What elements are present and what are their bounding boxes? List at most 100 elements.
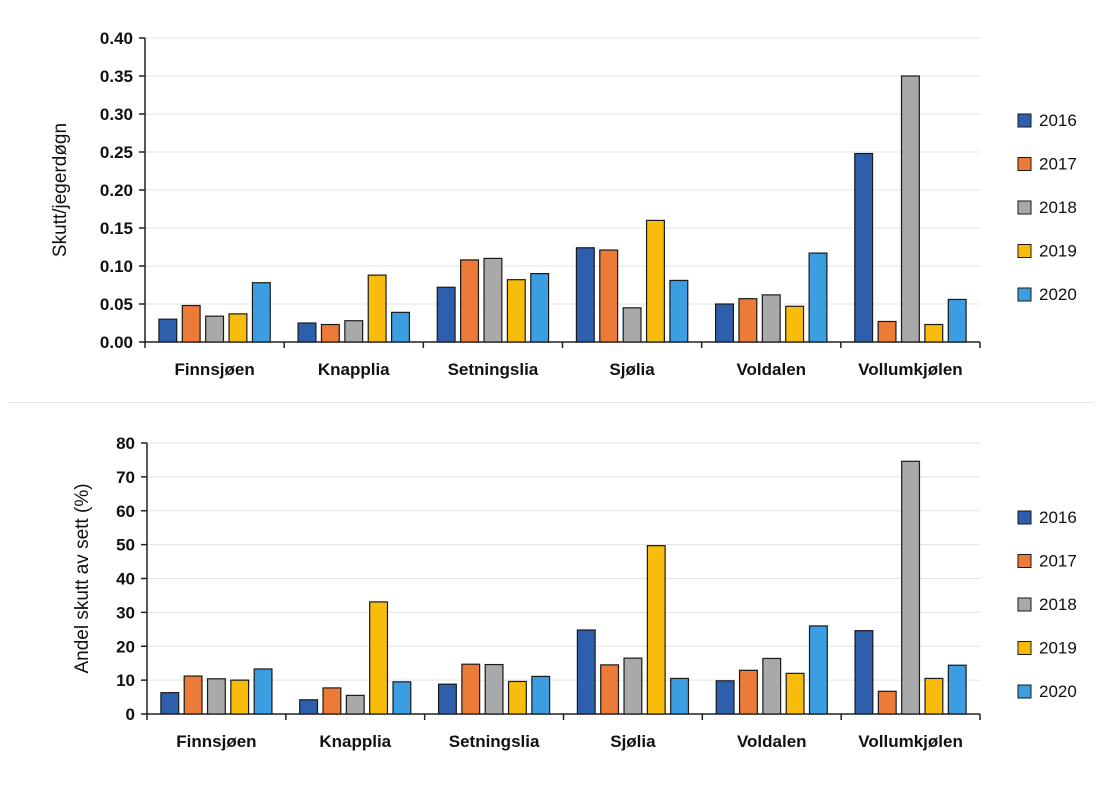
category-label: Sjølia	[609, 360, 655, 379]
y-tick-label: 40	[116, 570, 135, 589]
category-label: Setningslia	[449, 732, 540, 751]
bar-2020-Finnsjøen	[253, 668, 273, 715]
bar-2018-Vollumkjølen	[901, 460, 921, 715]
bar-2020-Voldalen	[808, 252, 828, 343]
y-axis-label: Skutt/jegerdøgn	[50, 123, 71, 257]
bar-2019-Knapplia	[367, 274, 387, 343]
bar-2017-Setningslia	[461, 663, 481, 715]
legend-label-2018: 2018	[1039, 595, 1077, 614]
bar-2020-Knapplia	[391, 311, 411, 343]
legend-swatch-2019	[1017, 641, 1032, 655]
bar-2016-Vollumkjølen	[854, 152, 874, 343]
bar-2017-Voldalen	[738, 669, 758, 715]
bar-2016-Knapplia	[297, 322, 317, 343]
legend-swatch-2016	[1017, 113, 1032, 128]
panel-divider	[8, 402, 1093, 403]
y-tick-label: 0.05	[100, 295, 133, 314]
category-label: Voldalen	[737, 732, 807, 751]
bar-2018-Voldalen	[762, 657, 782, 715]
bar-2020-Knapplia	[392, 681, 412, 715]
category-label: Vollumkjølen	[858, 732, 963, 751]
y-tick-label: 70	[116, 468, 135, 487]
legend-label-2018: 2018	[1039, 198, 1077, 217]
legend-swatch-2017	[1017, 157, 1032, 171]
y-tick-label: 10	[116, 671, 135, 690]
category-label: Voldalen	[736, 360, 806, 379]
y-tick-label: 0.15	[100, 219, 133, 238]
category-label: Knapplia	[318, 360, 390, 379]
bar-2018-Setningslia	[484, 663, 504, 715]
y-axis-label: Andel skutt av sett (%)	[72, 483, 93, 673]
bar-2018-Knapplia	[344, 320, 364, 343]
bar-2019-Finnsjøen	[228, 313, 248, 343]
bar-2017-Vollumkjølen	[877, 690, 897, 715]
bar-2018-Voldalen	[761, 294, 781, 343]
bar-2018-Sjølia	[623, 657, 643, 715]
bar-2017-Sjølia	[599, 249, 619, 343]
category-label: Finnsjøen	[174, 360, 254, 379]
bar-2018-Finnsjøen	[205, 315, 225, 343]
category-label: Finnsjøen	[176, 732, 256, 751]
legend-label-2017: 2017	[1039, 155, 1077, 174]
bar-2019-Setningslia	[507, 680, 527, 715]
chart-top: 0.00 0.05 0.10 0.15 0.20 0.25 0.30 0.35 0.40 Skut…	[50, 29, 1077, 379]
bar-2019-Sjølia	[646, 545, 666, 715]
y-tick-label: 0	[126, 705, 135, 724]
chart-panel-bottom: 0 10 20 30 40 50 60 70 80 Andel skutt av sett (%)…	[0, 405, 1097, 790]
y-tick-label: 30	[116, 603, 135, 622]
bar-2016-Sjølia	[575, 247, 595, 343]
bar-2016-Voldalen	[714, 303, 734, 343]
bar-2020-Vollumkjølen	[947, 298, 967, 343]
category-label: Knapplia	[319, 732, 391, 751]
bar-2017-Knapplia	[320, 323, 340, 343]
legend-label-2020: 2020	[1039, 682, 1077, 701]
bar-2016-Setningslia	[436, 286, 456, 343]
bar-2017-Knapplia	[322, 687, 342, 715]
legend-label-2019: 2019	[1039, 242, 1077, 261]
bar-2019-Sjølia	[645, 219, 665, 343]
bar-2017-Finnsjøen	[181, 304, 201, 343]
category-label: Setningslia	[448, 360, 539, 379]
bar-2020-Finnsjøen	[251, 282, 271, 343]
bar-2019-Voldalen	[785, 305, 805, 343]
bar-2016-Sjølia	[576, 629, 596, 715]
y-tick-label: 0.00	[100, 333, 133, 352]
bar-2016-Finnsjøen	[158, 318, 178, 343]
category-label: Vollumkjølen	[858, 360, 963, 379]
bar-2016-Vollumkjølen	[854, 630, 874, 715]
bar-2019-Setningslia	[506, 279, 526, 343]
bar-2016-Knapplia	[299, 699, 319, 715]
legend-label-2019: 2019	[1039, 639, 1077, 658]
legend-label-2020: 2020	[1039, 285, 1077, 304]
y-tick-label: 0.40	[100, 29, 133, 48]
bar-2020-Setningslia	[530, 273, 550, 343]
y-tick-label: 0.10	[100, 257, 133, 276]
bar-2020-Sjølia	[670, 677, 690, 715]
legend-label-2017: 2017	[1039, 552, 1077, 571]
bar-2018-Vollumkjølen	[900, 75, 920, 343]
y-tick-label: 0.30	[100, 105, 133, 124]
bar-2020-Sjølia	[669, 279, 689, 343]
bar-2019-Knapplia	[369, 601, 389, 715]
y-tick-label: 80	[116, 434, 135, 453]
legend-swatch-2020	[1017, 684, 1032, 699]
y-tick-label: 60	[116, 502, 135, 521]
bar-2020-Vollumkjølen	[947, 664, 967, 715]
chart-bottom: 0 10 20 30 40 50 60 70 80 Andel skutt av sett (%)…	[72, 434, 1077, 751]
bar-2018-Finnsjøen	[206, 678, 226, 715]
bar-2017-Vollumkjølen	[877, 320, 897, 343]
y-tick-label: 50	[116, 536, 135, 555]
y-tick-label: 0.20	[100, 181, 133, 200]
legend-label-2016: 2016	[1039, 508, 1077, 527]
legend-swatch-2019	[1017, 244, 1032, 258]
bar-2019-Vollumkjølen	[924, 323, 944, 343]
bar-2018-Sjølia	[622, 307, 642, 343]
legend-swatch-2016	[1017, 510, 1032, 525]
bar-2017-Sjølia	[600, 664, 620, 715]
legend-swatch-2018	[1017, 597, 1032, 612]
category-label: Sjølia	[610, 732, 656, 751]
bar-2019-Finnsjøen	[230, 679, 250, 715]
y-tick-label: 0.25	[100, 143, 133, 162]
bar-2017-Finnsjøen	[183, 675, 203, 715]
bar-2019-Vollumkjølen	[924, 677, 944, 715]
